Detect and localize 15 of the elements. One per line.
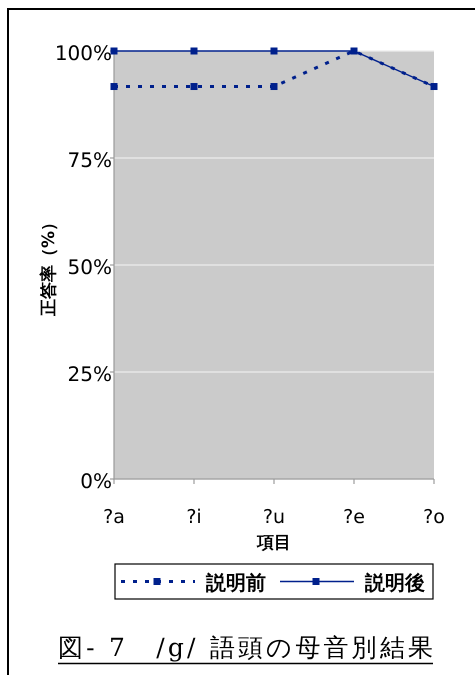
xtick-label: ?o [423,506,445,528]
ytick-label: 100% [54,41,112,65]
xtick-label: ?u [262,506,286,528]
ytick-label: 50% [68,255,112,279]
xlabel: 項目 [257,533,291,553]
legend-label: 説明前 [206,570,266,594]
legend-label: 説明後 [365,570,425,594]
xtick-label: ?i [186,506,202,528]
ytick-label: 75% [68,148,112,172]
xtick-label: ?e [343,506,365,528]
ytick-label: 0% [80,469,112,493]
ylabel: 正答率（%） [39,214,59,316]
title: 図- 7 /g/ 語頭の母音別結果 [58,633,433,662]
ytick-label: 25% [68,362,112,386]
xtick-label: ?a [103,506,125,528]
